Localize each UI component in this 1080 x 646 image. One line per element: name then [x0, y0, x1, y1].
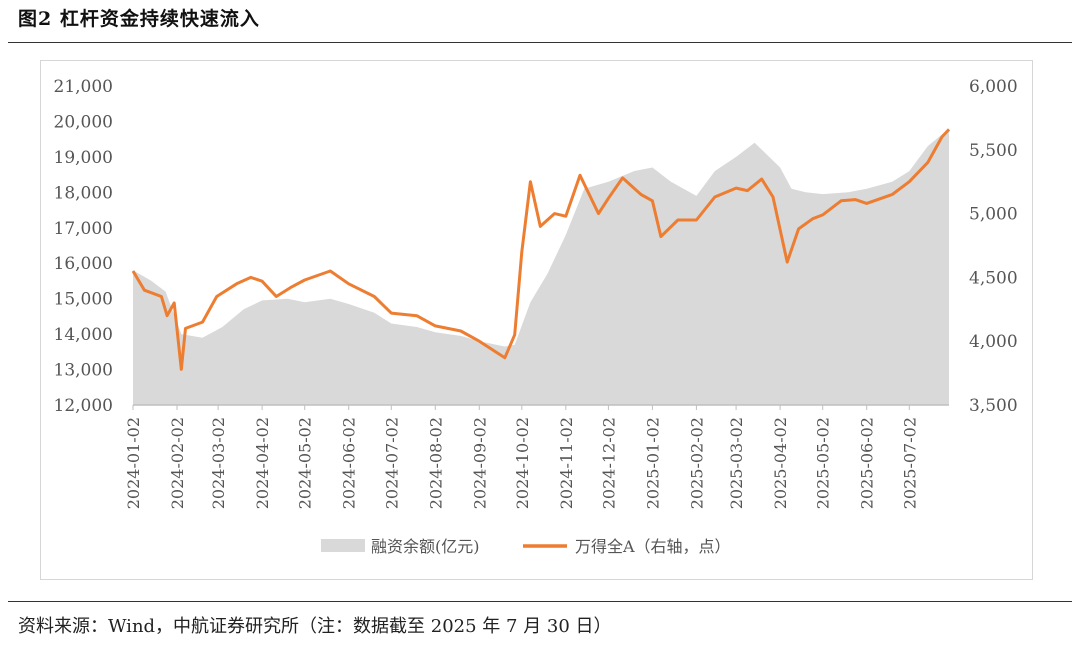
source-note: 资料来源：Wind，中航证券研究所（注：数据截至 2025 年 7 月 30 日… [18, 616, 612, 637]
y-left-tick-label: 13,000 [54, 361, 113, 381]
y-right-tick-label: 5,000 [969, 205, 1018, 225]
figure-title: 图2 杠杆资金持续快速流入 [18, 8, 260, 30]
x-tick-label: 2024-01-02 [124, 417, 143, 509]
bottom-rule [8, 601, 1072, 602]
x-tick-label: 2025-01-02 [643, 417, 662, 509]
y-right-tick-label: 4,500 [969, 268, 1018, 288]
y-left-tick-label: 12,000 [54, 396, 113, 416]
x-tick-label: 2025-07-02 [900, 417, 919, 509]
x-tick-label: 2024-11-02 [557, 417, 576, 509]
legend-area-label: 融资余额(亿元) [371, 537, 480, 556]
x-tick-label: 2025-05-02 [814, 417, 833, 509]
y-left-tick-label: 19,000 [54, 148, 113, 168]
y-left-tick-label: 18,000 [54, 183, 113, 203]
y-left-tick-label: 17,000 [54, 219, 113, 239]
x-tick-label: 2024-08-02 [426, 417, 445, 509]
line-layer [131, 128, 951, 371]
y-right-tick-label: 4,000 [969, 332, 1018, 352]
y-left-tick-label: 20,000 [54, 112, 113, 132]
x-tick-label: 2025-06-02 [858, 417, 877, 509]
y-right-tick-label: 3,500 [969, 396, 1018, 416]
legend: 融资余额(亿元) 万得全A（右轴，点） [321, 537, 731, 556]
chart-frame: 12,000 13,000 14,000 15,000 16,000 17,000 18,0… [40, 60, 1033, 580]
y-right-tick-label: 6,000 [969, 77, 1018, 97]
series-wind-a-line [131, 128, 951, 371]
x-tick-label: 2024-12-02 [599, 417, 618, 509]
x-tick-label: 2024-07-02 [382, 417, 401, 509]
legend-line-label: 万得全A（右轴，点） [575, 537, 731, 556]
x-tick-label: 2025-04-02 [771, 417, 790, 509]
y-left-tick-label: 15,000 [54, 290, 113, 310]
y-right-tick-label: 5,500 [969, 141, 1018, 161]
x-tick-label: 2024-05-02 [296, 417, 315, 509]
x-tick-label: 2024-03-02 [209, 417, 228, 509]
legend-area-swatch [321, 539, 365, 552]
x-tick-label: 2024-10-02 [513, 417, 532, 509]
y-left-tick-label: 21,000 [54, 77, 113, 97]
x-tick-label: 2024-02-02 [168, 417, 187, 509]
x-tick-label: 2025-03-02 [727, 417, 746, 509]
axis-layer: 12,000 13,000 14,000 15,000 16,000 17,000 18,0… [54, 77, 1018, 509]
x-tick-label: 2024-04-02 [253, 417, 272, 509]
x-tick-label: 2024-09-02 [470, 417, 489, 509]
series-margin-balance-area [133, 128, 949, 405]
area-layer [133, 128, 949, 405]
top-rule [8, 42, 1072, 43]
x-tick-label: 2024-06-02 [340, 417, 359, 509]
x-tick-label: 2025-02-02 [687, 417, 706, 509]
y-left-tick-label: 16,000 [54, 254, 113, 274]
y-left-tick-label: 14,000 [54, 325, 113, 345]
